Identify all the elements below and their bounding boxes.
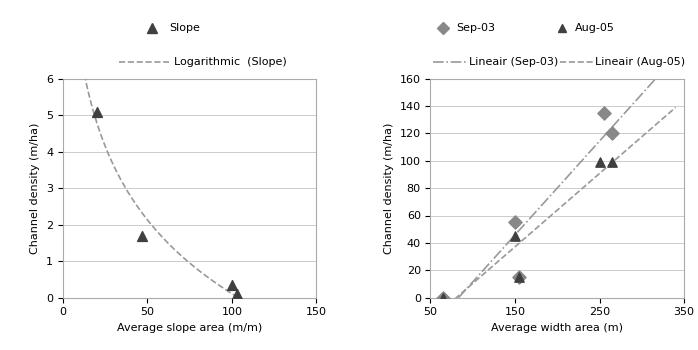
- Point: [598, 110, 609, 116]
- Point: [607, 131, 618, 136]
- Text: Logarithmic  (Slope): Logarithmic (Slope): [174, 57, 287, 67]
- Text: Slope: Slope: [170, 23, 200, 33]
- Text: Lineair (Aug-05): Lineair (Aug-05): [595, 57, 685, 67]
- Y-axis label: Channel density (m/ha): Channel density (m/ha): [31, 122, 40, 254]
- Point: [594, 159, 605, 165]
- Point: [226, 282, 237, 288]
- Text: Sep-03: Sep-03: [456, 23, 495, 33]
- Y-axis label: Channel density (m/ha): Channel density (m/ha): [384, 122, 394, 254]
- Text: Lineair (Sep-03): Lineair (Sep-03): [468, 57, 558, 67]
- Text: Aug-05: Aug-05: [575, 23, 615, 33]
- X-axis label: Average width area (m): Average width area (m): [491, 323, 623, 333]
- Point: [514, 274, 525, 280]
- Point: [607, 159, 618, 165]
- Point: [438, 295, 449, 300]
- X-axis label: Average slope area (m/m): Average slope area (m/m): [117, 323, 262, 333]
- Point: [137, 233, 148, 238]
- Point: [510, 219, 521, 225]
- Point: [510, 233, 521, 239]
- Point: [514, 274, 525, 280]
- Point: [91, 109, 102, 114]
- Point: [438, 295, 449, 300]
- Point: [231, 291, 242, 297]
